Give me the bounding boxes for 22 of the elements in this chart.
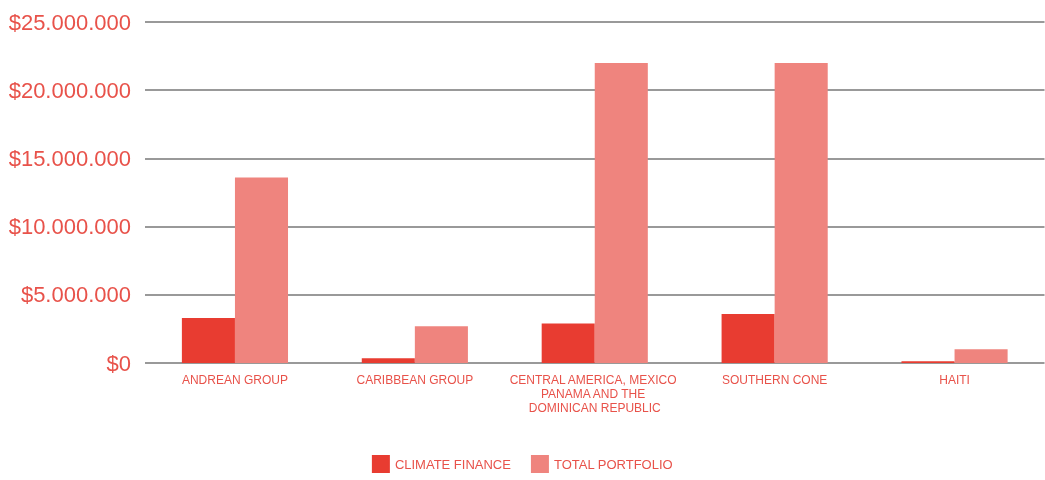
- bar: [361, 358, 415, 363]
- y-tick-label: $0: [106, 350, 131, 376]
- bar: [234, 177, 289, 363]
- bar: [181, 317, 235, 363]
- bar: [414, 326, 468, 363]
- x-tick-label: SOUTHERN CONE: [721, 373, 828, 387]
- x-tick-label: CARIBBEAN GROUP: [356, 373, 474, 387]
- x-tick-label: HAITI: [939, 373, 970, 387]
- bar: [594, 62, 648, 363]
- bar: [721, 313, 775, 363]
- y-tick-label: $20.000.000: [8, 77, 131, 103]
- bar: [774, 62, 828, 363]
- x-tick-label: CENTRAL AMERICA, MEXICO PANAMA AND THE DOMINICAN REPUBLIC: [509, 373, 680, 415]
- y-tick-label: $10.000.000: [8, 214, 131, 240]
- legend-label: TOTAL PORTFOLIO: [553, 456, 673, 472]
- y-tick-label: $5.000.000: [20, 282, 131, 308]
- y-tick-label: $25.000.000: [8, 9, 131, 35]
- legend-label: CLIMATE FINANCE: [394, 456, 512, 472]
- x-tick-label: ANDREAN GROUP: [181, 373, 288, 387]
- bar: [954, 349, 1008, 363]
- y-tick-label: $15.000.000: [8, 145, 131, 171]
- bar: [541, 323, 595, 363]
